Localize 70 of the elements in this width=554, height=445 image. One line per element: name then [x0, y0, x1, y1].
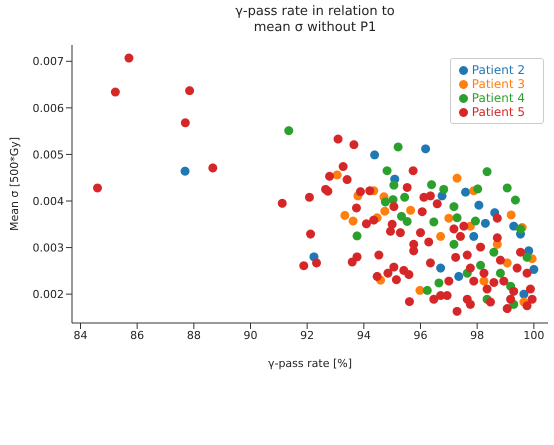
point	[422, 286, 432, 295]
point	[519, 290, 528, 299]
y-tick-label: 0.003	[32, 241, 64, 254]
y-tick-label: 0.006	[32, 102, 64, 115]
x-tick-label: 90	[244, 328, 258, 342]
point	[180, 166, 190, 176]
legend-label: Patient 3	[472, 77, 525, 91]
point	[380, 197, 390, 206]
point	[510, 196, 520, 205]
point	[470, 216, 480, 226]
x-tick-label: 96	[414, 328, 428, 342]
point	[479, 276, 488, 286]
point	[476, 260, 486, 270]
point	[449, 202, 458, 212]
point	[402, 216, 412, 226]
point	[461, 188, 470, 197]
point	[469, 232, 478, 241]
point	[454, 272, 464, 281]
point	[529, 264, 538, 274]
point	[427, 180, 436, 190]
point	[506, 210, 516, 220]
point	[406, 206, 416, 215]
point	[400, 192, 410, 202]
point	[394, 142, 403, 152]
y-tick-label: 0.004	[32, 194, 64, 208]
point	[449, 240, 458, 249]
point	[421, 144, 430, 154]
point	[496, 268, 505, 278]
x-tick-label: 84	[74, 328, 88, 342]
point	[452, 213, 462, 222]
y-tick-label: 0.002	[32, 288, 64, 302]
x-tick-label: 98	[470, 328, 484, 342]
legend-label: Patient 5	[472, 105, 525, 119]
chart-title: γ-pass rate in relation to mean σ without P1	[234, 4, 396, 36]
point	[436, 232, 446, 241]
point	[380, 206, 390, 216]
point	[474, 200, 484, 210]
point	[439, 184, 448, 194]
point	[415, 286, 424, 295]
point	[436, 264, 446, 273]
point	[340, 210, 350, 220]
x-tick-label: 100	[523, 328, 544, 342]
point	[389, 180, 398, 190]
point	[284, 126, 294, 136]
point	[473, 184, 482, 194]
x-tick-label: 92	[300, 328, 314, 342]
point	[522, 252, 532, 262]
legend-label: Patient 2	[472, 63, 525, 77]
point	[397, 212, 406, 221]
point	[444, 214, 454, 223]
point	[482, 167, 492, 176]
x-tick-label: 88	[186, 328, 201, 342]
point	[370, 150, 380, 160]
point	[452, 174, 462, 183]
legend-label: Patient 4	[472, 91, 525, 105]
point	[332, 170, 342, 180]
point	[480, 218, 490, 228]
point	[429, 217, 438, 226]
x-tick-label: 86	[130, 328, 144, 342]
point	[434, 278, 444, 288]
y-axis-title: Mean σ [500*Gy]	[8, 136, 21, 232]
x-axis-title: γ-pass rate [%]	[268, 357, 352, 370]
point	[502, 183, 512, 192]
point	[382, 166, 392, 176]
point	[352, 231, 362, 240]
point	[489, 248, 498, 257]
y-tick-label: 0.007	[32, 55, 64, 68]
x-tick-label: 94	[356, 328, 371, 342]
point	[348, 216, 358, 226]
y-tick-label: 0.005	[32, 148, 64, 162]
